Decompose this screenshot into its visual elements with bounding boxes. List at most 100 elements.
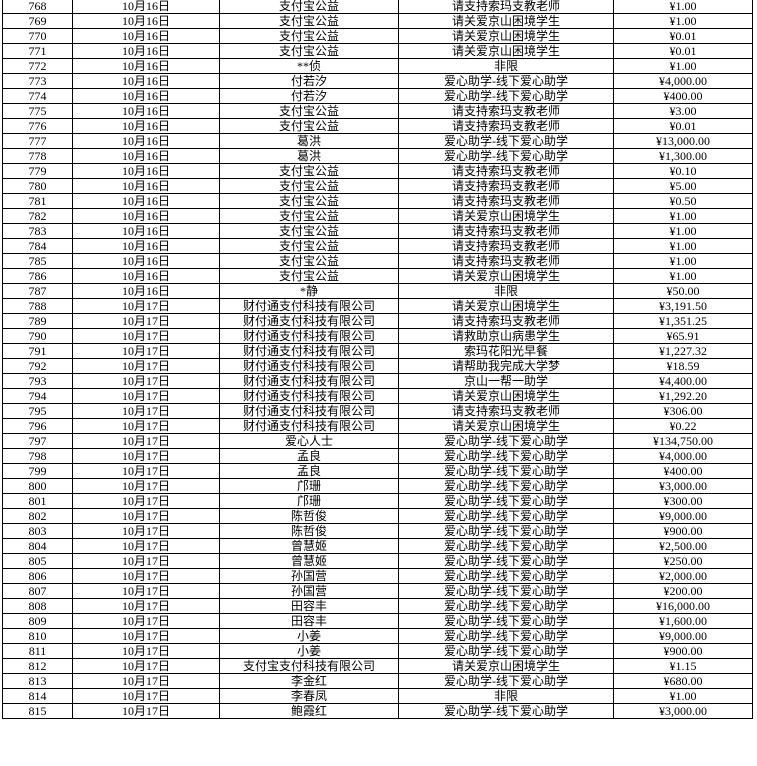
cell-project[interactable]: 非限 [398,58,614,74]
cell-date[interactable]: 10月17日 [72,523,220,539]
cell-amount[interactable]: ¥4,400.00 [613,373,753,389]
cell-row-number[interactable]: 807 [2,583,73,599]
cell-donor-name[interactable]: 田容丰 [219,598,399,614]
cell-row-number[interactable]: 809 [2,613,73,629]
cell-row-number[interactable]: 789 [2,313,73,329]
cell-project[interactable]: 爱心助学-线下爱心助学 [398,613,614,629]
cell-row-number[interactable]: 796 [2,418,73,434]
cell-date[interactable]: 10月16日 [72,73,220,89]
cell-amount[interactable]: ¥3,000.00 [613,478,753,494]
cell-row-number[interactable]: 771 [2,43,73,59]
cell-donor-name[interactable]: 田容丰 [219,613,399,629]
cell-project[interactable]: 请支持索玛支教老师 [398,193,614,209]
cell-row-number[interactable]: 783 [2,223,73,239]
cell-project[interactable]: 非限 [398,283,614,299]
cell-date[interactable]: 10月16日 [72,118,220,134]
cell-donor-name[interactable]: 财付通支付科技有限公司 [219,298,399,314]
cell-donor-name[interactable]: 财付通支付科技有限公司 [219,388,399,404]
cell-date[interactable]: 10月17日 [72,568,220,584]
cell-donor-name[interactable]: 孟良 [219,463,399,479]
cell-row-number[interactable]: 790 [2,328,73,344]
cell-amount[interactable]: ¥250.00 [613,553,753,569]
cell-row-number[interactable]: 779 [2,163,73,179]
cell-row-number[interactable]: 799 [2,463,73,479]
cell-date[interactable]: 10月16日 [72,193,220,209]
cell-donor-name[interactable]: 支付宝公益 [219,163,399,179]
cell-row-number[interactable]: 793 [2,373,73,389]
cell-donor-name[interactable]: 财付通支付科技有限公司 [219,313,399,329]
cell-project[interactable]: 请支持索玛支教老师 [398,178,614,194]
cell-date[interactable]: 10月17日 [72,628,220,644]
cell-project[interactable]: 爱心助学-线下爱心助学 [398,463,614,479]
cell-project[interactable]: 爱心助学-线下爱心助学 [398,673,614,689]
cell-row-number[interactable]: 774 [2,88,73,104]
cell-row-number[interactable]: 801 [2,493,73,509]
cell-project[interactable]: 请支持索玛支教老师 [398,103,614,119]
cell-project[interactable]: 请支持索玛支教老师 [398,223,614,239]
cell-row-number[interactable]: 810 [2,628,73,644]
cell-row-number[interactable]: 768 [2,0,73,14]
cell-amount[interactable]: ¥1.00 [613,223,753,239]
cell-amount[interactable]: ¥3.00 [613,103,753,119]
cell-donor-name[interactable]: 支付宝公益 [219,208,399,224]
cell-project[interactable]: 请支持索玛支教老师 [398,313,614,329]
cell-date[interactable]: 10月17日 [72,538,220,554]
cell-project[interactable]: 爱心助学-线下爱心助学 [398,643,614,659]
cell-row-number[interactable]: 802 [2,508,73,524]
cell-date[interactable]: 10月16日 [72,268,220,284]
cell-donor-name[interactable]: 邝珊 [219,493,399,509]
cell-date[interactable]: 10月17日 [72,388,220,404]
cell-amount[interactable]: ¥1,300.00 [613,148,753,164]
cell-donor-name[interactable]: 支付宝公益 [219,178,399,194]
cell-row-number[interactable]: 775 [2,103,73,119]
cell-date[interactable]: 10月16日 [72,253,220,269]
cell-row-number[interactable]: 803 [2,523,73,539]
cell-amount[interactable]: ¥1.00 [613,0,753,14]
cell-donor-name[interactable]: 孟良 [219,448,399,464]
cell-date[interactable]: 10月16日 [72,238,220,254]
cell-date[interactable]: 10月16日 [72,148,220,164]
cell-donor-name[interactable]: 曾慧姬 [219,553,399,569]
cell-row-number[interactable]: 805 [2,553,73,569]
cell-project[interactable]: 非限 [398,688,614,704]
cell-date[interactable]: 10月16日 [72,133,220,149]
cell-row-number[interactable]: 794 [2,388,73,404]
cell-amount[interactable]: ¥1.00 [613,688,753,704]
cell-project[interactable]: 请关爱京山困境学生 [398,208,614,224]
cell-date[interactable]: 10月17日 [72,298,220,314]
cell-date[interactable]: 10月17日 [72,493,220,509]
cell-amount[interactable]: ¥400.00 [613,88,753,104]
cell-row-number[interactable]: 814 [2,688,73,704]
cell-donor-name[interactable]: 邝珊 [219,478,399,494]
cell-amount[interactable]: ¥3,191.50 [613,298,753,314]
cell-amount[interactable]: ¥306.00 [613,403,753,419]
cell-project[interactable]: 爱心助学-线下爱心助学 [398,448,614,464]
cell-project[interactable]: 爱心助学-线下爱心助学 [398,523,614,539]
cell-donor-name[interactable]: 支付宝公益 [219,193,399,209]
cell-amount[interactable]: ¥0.01 [613,118,753,134]
cell-project[interactable]: 请支持索玛支教老师 [398,163,614,179]
cell-project[interactable]: 爱心助学-线下爱心助学 [398,598,614,614]
cell-date[interactable]: 10月16日 [72,43,220,59]
cell-date[interactable]: 10月17日 [72,463,220,479]
cell-project[interactable]: 爱心助学-线下爱心助学 [398,568,614,584]
cell-date[interactable]: 10月16日 [72,223,220,239]
cell-amount[interactable]: ¥2,000.00 [613,568,753,584]
cell-date[interactable]: 10月17日 [72,688,220,704]
cell-date[interactable]: 10月17日 [72,508,220,524]
cell-row-number[interactable]: 791 [2,343,73,359]
cell-date[interactable]: 10月16日 [72,58,220,74]
cell-row-number[interactable]: 795 [2,403,73,419]
cell-amount[interactable]: ¥1,351.25 [613,313,753,329]
cell-donor-name[interactable]: 支付宝公益 [219,223,399,239]
cell-project[interactable]: 爱心助学-线下爱心助学 [398,703,614,719]
cell-date[interactable]: 10月17日 [72,613,220,629]
cell-donor-name[interactable]: 陈哲俊 [219,508,399,524]
cell-amount[interactable]: ¥0.22 [613,418,753,434]
cell-row-number[interactable]: 800 [2,478,73,494]
cell-date[interactable]: 10月17日 [72,598,220,614]
cell-donor-name[interactable]: 小姜 [219,628,399,644]
cell-date[interactable]: 10月16日 [72,283,220,299]
cell-amount[interactable]: ¥2,500.00 [613,538,753,554]
cell-donor-name[interactable]: 支付宝公益 [219,253,399,269]
